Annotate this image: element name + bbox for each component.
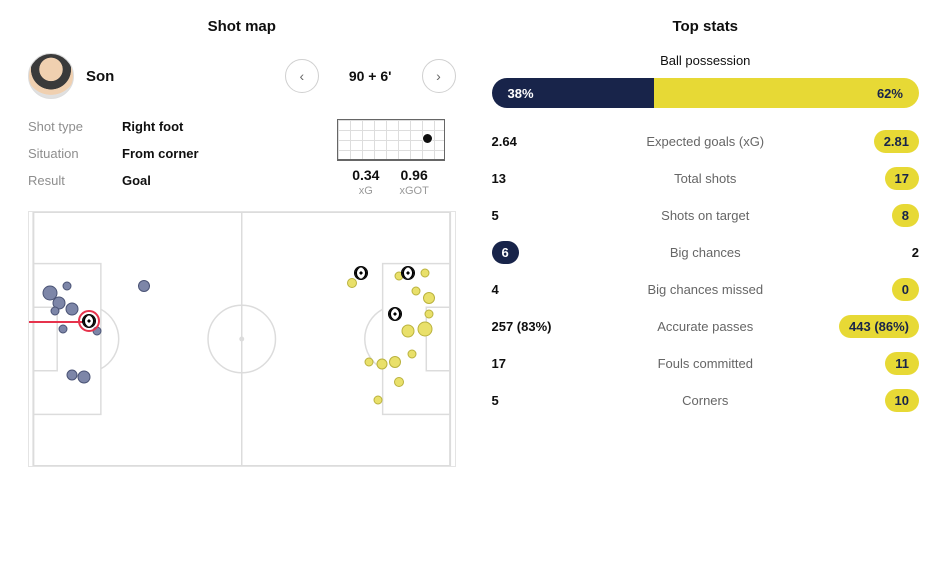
xg-item: 0.34 xG [352,167,379,197]
detail-labels: Shot type Situation Result [28,119,116,197]
shot-marker[interactable] [373,395,382,404]
shot-marker[interactable] [394,377,404,387]
possession-home: 38% [492,78,654,108]
stat-row: 2.64Expected goals (xG)2.81 [492,130,920,153]
stat-label: Total shots [578,171,834,186]
stat-away-value: 443 (86%) [833,315,919,338]
shot-marker[interactable] [417,321,432,336]
stat-away-value: 2.81 [833,130,919,153]
stat-home-value: 257 (83%) [492,319,578,334]
shot-marker[interactable] [407,350,416,359]
prev-shot-button[interactable]: ‹ [285,59,319,93]
possession-label: Ball possession [492,53,920,68]
shot-map-title: Shot map [28,18,456,35]
shot-goal-marker[interactable] [401,266,415,280]
stat-home-value: 6 [492,241,578,264]
xg-row: 0.34 xG 0.96 xGOT [352,167,429,197]
shot-marker[interactable] [63,281,72,290]
shot-marker[interactable] [66,369,77,380]
player-name: Son [86,68,273,85]
shot-marker[interactable] [78,371,91,384]
shot-type-value: Right foot [122,119,320,134]
selected-shot-ring [78,310,100,332]
stat-away-value: 17 [833,167,919,190]
shot-marker[interactable] [65,302,78,315]
stat-away-value: 8 [833,204,919,227]
situation-value: From corner [122,146,320,161]
shot-marker[interactable] [377,359,388,370]
stats-list: 2.64Expected goals (xG)2.81 13Total shots… [492,130,920,412]
shot-type-label: Shot type [28,119,116,134]
stat-home-value: 4 [492,282,578,297]
pitch[interactable] [28,211,456,467]
stat-label: Big chances missed [578,282,834,297]
shot-marker[interactable] [420,268,429,277]
stat-row: 5Shots on target8 [492,204,920,227]
pitch-lines [29,212,455,466]
stat-home-value: 5 [492,393,578,408]
stat-label: Fouls committed [578,356,834,371]
stat-label: Corners [578,393,834,408]
shot-marker[interactable] [389,356,401,368]
xgot-value: 0.96 [399,167,428,183]
possession-away: 62% [654,78,919,108]
goal-box: 0.34 xG 0.96 xGOT [326,119,456,197]
shot-marker[interactable] [424,309,433,318]
top-stats-panel: Top stats Ball possession 38% 62% 2.64Ex… [474,10,938,553]
goal-frame [337,119,445,161]
detail-values: Right foot From corner Goal [122,119,320,197]
possession-bar: 38% 62% [492,78,920,108]
shot-marker[interactable] [412,286,421,295]
stat-home-value: 5 [492,208,578,223]
xg-value: 0.34 [352,167,379,183]
stat-row: 17Fouls committed11 [492,352,920,375]
stat-label: Accurate passes [578,319,834,334]
stat-away-value: 10 [833,389,919,412]
stat-row: 13Total shots17 [492,167,920,190]
stat-row: 6Big chances2 [492,241,920,264]
stat-label: Shots on target [578,208,834,223]
xg-label: xG [352,185,379,197]
shot-map-panel: Shot map Son ‹ 90 + 6' › Shot type Situa… [10,10,474,553]
player-row: Son ‹ 90 + 6' › [28,53,456,99]
stat-home-value: 13 [492,171,578,186]
stat-row: 4Big chances missed0 [492,278,920,301]
shot-marker[interactable] [401,325,414,338]
chevron-left-icon: ‹ [300,68,305,84]
shot-goal-marker[interactable] [388,307,402,321]
stat-home-value: 2.64 [492,134,578,149]
stat-away-value: 0 [833,278,919,301]
stat-row: 257 (83%)Accurate passes443 (86%) [492,315,920,338]
xgot-item: 0.96 xGOT [399,167,428,197]
stat-label: Big chances [578,245,834,260]
shot-goal-marker[interactable] [354,266,368,280]
stat-row: 5Corners10 [492,389,920,412]
player-avatar [28,53,74,99]
goal-ball-icon [422,133,433,144]
shot-marker[interactable] [50,307,59,316]
situation-label: Situation [28,146,116,161]
shot-marker[interactable] [138,280,150,292]
shot-detail-grid: Shot type Situation Result Right foot Fr… [28,119,456,197]
xgot-label: xGOT [399,185,428,197]
stat-away-value: 2 [833,245,919,260]
stat-label: Expected goals (xG) [578,134,834,149]
next-shot-button[interactable]: › [422,59,456,93]
stat-away-value: 11 [833,352,919,375]
shot-marker[interactable] [347,278,357,288]
shot-marker[interactable] [423,292,435,304]
top-stats-title: Top stats [492,18,920,35]
chevron-right-icon: › [436,68,441,84]
shot-marker[interactable] [59,324,68,333]
shot-minute: 90 + 6' [349,68,392,84]
result-value: Goal [122,173,320,188]
result-label: Result [28,173,116,188]
stat-home-value: 17 [492,356,578,371]
shot-marker[interactable] [365,357,374,366]
